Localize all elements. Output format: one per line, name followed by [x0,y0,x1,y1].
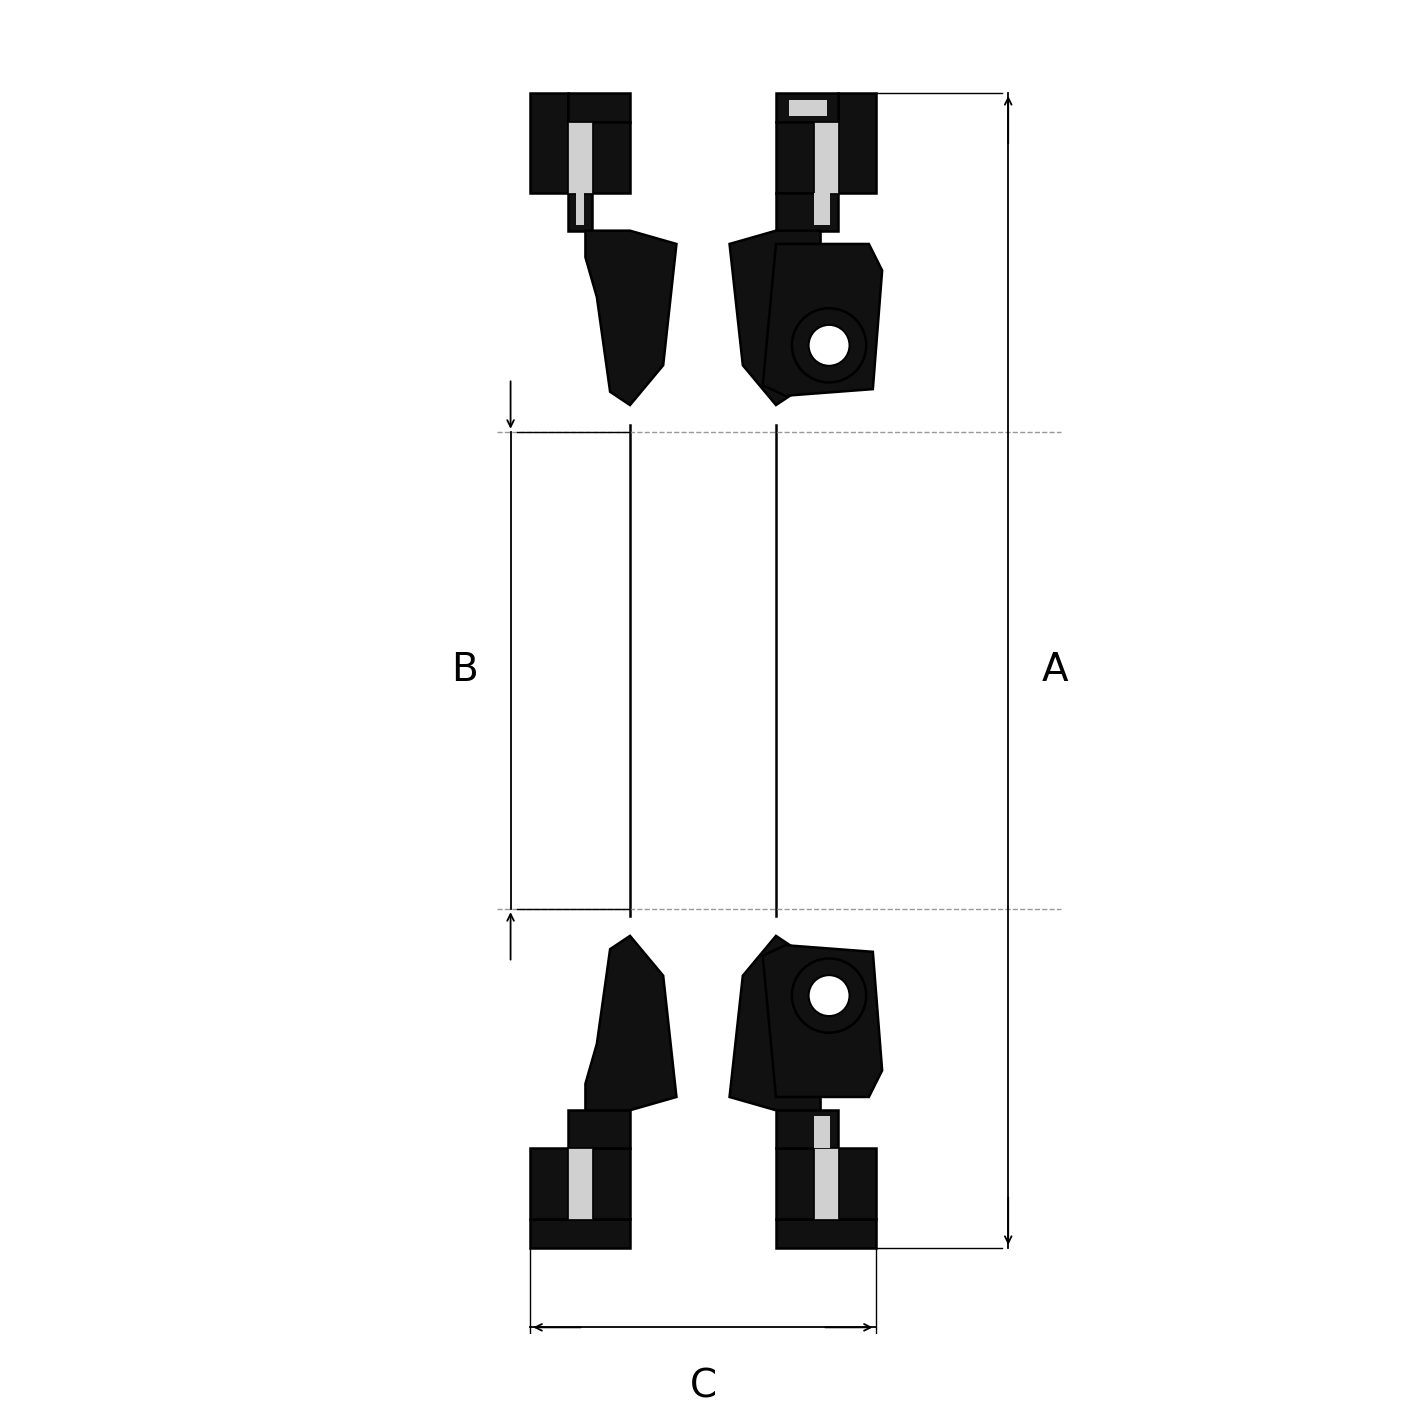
Polygon shape [576,193,583,225]
Polygon shape [568,1111,630,1149]
Text: A: A [1042,651,1069,689]
Polygon shape [789,100,827,115]
Polygon shape [814,1149,838,1219]
Polygon shape [585,231,676,405]
Polygon shape [838,1149,876,1219]
Text: C: C [689,1367,717,1405]
Polygon shape [585,936,676,1111]
Polygon shape [776,193,838,231]
Polygon shape [776,93,838,122]
Polygon shape [592,1149,630,1219]
Polygon shape [776,1111,838,1149]
Polygon shape [776,1219,876,1247]
Polygon shape [568,122,592,193]
Polygon shape [592,122,630,193]
Polygon shape [730,231,821,405]
Text: B: B [451,651,478,689]
Polygon shape [814,193,830,225]
Circle shape [792,959,866,1033]
Polygon shape [814,1115,830,1149]
Circle shape [792,308,866,382]
Polygon shape [838,93,876,193]
Polygon shape [568,1149,592,1219]
Polygon shape [776,122,814,193]
Circle shape [808,976,849,1017]
Polygon shape [530,1149,568,1219]
Polygon shape [530,93,568,193]
Polygon shape [530,1219,630,1247]
Polygon shape [730,936,821,1111]
Polygon shape [568,193,592,231]
Circle shape [808,325,849,366]
Polygon shape [762,245,882,395]
Polygon shape [776,1149,814,1219]
Polygon shape [568,93,630,122]
Polygon shape [762,945,882,1097]
Polygon shape [814,122,838,193]
